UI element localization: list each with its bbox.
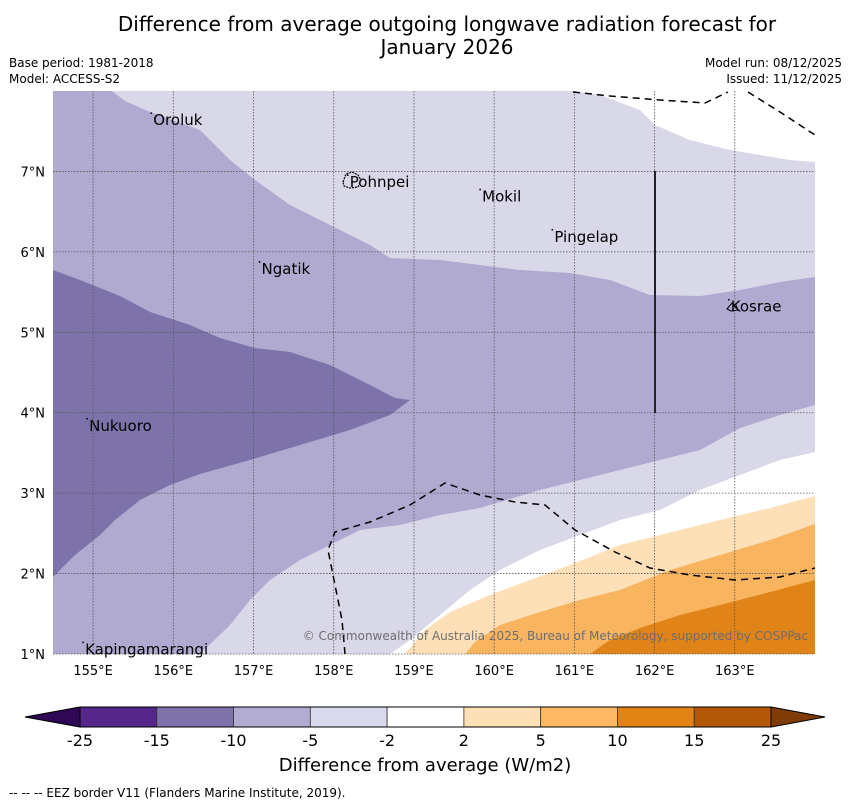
colorbar-segment (540, 706, 618, 728)
place-labels: Oroluk Pohnpei Mokil Pingelap Ngatik Kosrae Nu… (82, 111, 781, 658)
colorbar (24, 706, 826, 728)
eez-border-south (327, 482, 815, 654)
colorbar-tick-label: -25 (66, 731, 94, 750)
island-marker (86, 417, 88, 420)
colorbar-segment (386, 706, 465, 728)
lat-tick-label: 3°N (21, 487, 46, 502)
eez-borders (327, 91, 815, 654)
eez-border-north (572, 91, 729, 104)
colorbar-extend-min (24, 706, 81, 728)
island-marker (82, 641, 84, 644)
axis-ticks: 155°E 156°E 157°E 158°E 159°E 160°E 161°E 162°E… (21, 165, 755, 679)
pohnpei-island-outline (342, 171, 362, 189)
colorbar-segment (617, 706, 695, 728)
place-label: Kapingamarangi (85, 640, 208, 658)
island-marker (150, 112, 153, 115)
model-name: Model: ACCESS-S2 (9, 72, 121, 86)
band-10-15 (590, 580, 815, 654)
place-label: Pingelap (554, 228, 618, 246)
lon-tick-label: 163°E (715, 664, 755, 679)
meta-right: Model run: 08/12/2025 Issued: 11/12/2025 (705, 55, 842, 87)
eez-footnote: -- -- -- EEZ border V11 (Flanders Marine… (9, 786, 346, 800)
colorbar-segment (156, 706, 234, 728)
copyright-text: © Commonwealth of Australia 2025, Bureau… (303, 629, 808, 643)
kosrae-island-outline (726, 302, 739, 312)
lon-tick-label: 157°E (234, 664, 274, 679)
map-title: Difference from average outgoing longwav… (0, 13, 850, 59)
colorbar-segment (233, 706, 311, 728)
colorbar-segment (79, 706, 158, 728)
graticule (53, 91, 815, 655)
lon-tick-label: 156°E (154, 664, 194, 679)
colorbar-tick-label: 10 (607, 731, 628, 750)
lat-tick-label: 4°N (21, 407, 46, 422)
lon-tick-label: 160°E (474, 664, 514, 679)
lat-tick-label: 2°N (21, 568, 46, 583)
model-run: Model run: 08/12/2025 (704, 56, 842, 70)
colorbar-segment (309, 706, 388, 728)
colorbar-outline (79, 706, 772, 728)
place-label: Pohnpei (350, 173, 410, 191)
place-label: Ngatik (262, 260, 311, 278)
colorbar-tick-label: 2 (458, 731, 469, 750)
island-marker (551, 228, 554, 231)
place-label: Mokil (482, 188, 521, 206)
lon-tick-label: 155°E (73, 664, 113, 679)
place-label: Nukuoro (89, 417, 152, 435)
island-marker (727, 298, 730, 301)
lat-tick-label: 1°N (21, 648, 46, 663)
colorbar-tick-label: 5 (535, 731, 546, 750)
colorbar-segment (463, 706, 542, 728)
lat-tick-label: 7°N (21, 165, 46, 180)
lon-tick-label: 161°E (555, 664, 595, 679)
colorbar-tick-label: 25 (760, 731, 782, 750)
band-minus15-minus10 (53, 270, 410, 577)
lat-tick-label: 6°N (21, 246, 46, 261)
colorbar-segment (693, 706, 772, 728)
colorbar-tick-label: -10 (220, 731, 247, 750)
contour-layer (53, 91, 815, 654)
colorbar-extend-max (770, 706, 826, 728)
base-period: Base period: 1981-2018 (9, 56, 154, 70)
issued-date: Issued: 11/12/2025 (726, 72, 842, 86)
lon-tick-label: 162°E (635, 664, 675, 679)
colorbar-tick-label: 15 (684, 731, 705, 750)
band-minus10-minus5 (53, 91, 815, 654)
colorbar-tick-label: -2 (379, 731, 396, 750)
eez-border-northeast (747, 91, 815, 136)
lat-tick-label: 5°N (21, 326, 46, 341)
island-marker (346, 174, 349, 176)
meta-left: Base period: 1981-2018 Model: ACCESS-S2 (9, 55, 154, 87)
place-label: Kosrae (731, 298, 782, 316)
lon-tick-label: 159°E (394, 664, 434, 679)
colorbar-tick-label: -5 (302, 731, 319, 750)
island-marker (479, 188, 482, 191)
title-line-1: Difference from average outgoing longwav… (117, 12, 777, 36)
title-line-2: January 2026 (380, 35, 514, 59)
colorbar-title: Difference from average (W/m2) (278, 755, 572, 776)
island-marker (258, 261, 261, 263)
lon-tick-label: 158°E (314, 664, 354, 679)
colorbar-tick-label: -15 (143, 731, 170, 750)
place-label: Oroluk (153, 111, 202, 129)
